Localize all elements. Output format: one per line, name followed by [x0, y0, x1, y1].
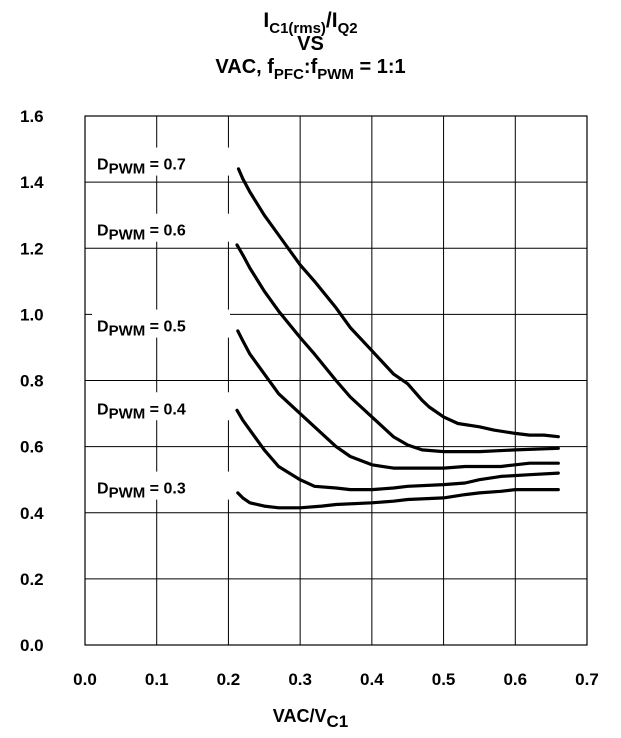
y-tick-label: 1.2: [20, 239, 44, 258]
x-tick-labels: 0.0 0.1 0.2 0.3 0.4 0.5 0.6 0.7: [73, 670, 599, 689]
chart-title-line-2: VS: [297, 33, 324, 55]
curve-label-background: [92, 213, 230, 242]
y-tick-label: 1.6: [20, 107, 44, 126]
curve-label-background: [92, 392, 230, 421]
curve-label-background: [92, 471, 230, 500]
x-tick-label: 0.0: [73, 670, 97, 689]
chart-title-line-1: IC1(rms)/IQ2: [263, 9, 358, 38]
x-tick-label: 0.4: [360, 670, 384, 689]
chart-series: [235, 167, 560, 510]
series-line: [236, 329, 560, 470]
x-tick-label: 0.7: [575, 670, 599, 689]
curve-label: DPWM = 0.5: [97, 319, 186, 340]
x-axis-label: VAC/VC1: [272, 706, 349, 731]
y-tick-label: 0.4: [20, 504, 44, 523]
curve-label: DPWM = 0.3: [97, 481, 186, 502]
x-tick-label: 0.5: [432, 670, 456, 689]
y-tick-label: 0.0: [20, 636, 44, 655]
x-tick-label: 0.6: [503, 670, 527, 689]
x-tick-label: 0.1: [145, 670, 169, 689]
y-tick-label: 0.2: [20, 570, 44, 589]
y-tick-label: 1.0: [20, 305, 44, 324]
series-line: [235, 243, 560, 454]
curve-label: DPWM = 0.4: [97, 401, 186, 422]
y-tick-label: 0.8: [20, 372, 44, 391]
curve-label-background: [92, 147, 230, 176]
x-tick-label: 0.3: [288, 670, 312, 689]
curve-labels: DPWM = 0.7 DPWM = 0.6 DPWM = 0.5 DPWM = 0.4…: [92, 147, 230, 502]
curve-label: DPWM = 0.6: [97, 223, 186, 244]
y-tick-label: 1.4: [20, 173, 44, 192]
series-line: [236, 167, 560, 439]
chart-title-line-3: VAC, fPFC:fPWM = 1:1: [215, 56, 406, 83]
y-tick-labels: 0.0 0.2 0.4 0.6 0.8 1.0 1.2 1.4 1.6: [20, 107, 44, 655]
series-line: [236, 488, 560, 510]
x-tick-label: 0.2: [217, 670, 241, 689]
curve-label-background: [92, 309, 230, 338]
y-tick-label: 0.6: [20, 438, 44, 457]
curve-label: DPWM = 0.7: [97, 157, 186, 178]
series-line: [235, 408, 560, 492]
